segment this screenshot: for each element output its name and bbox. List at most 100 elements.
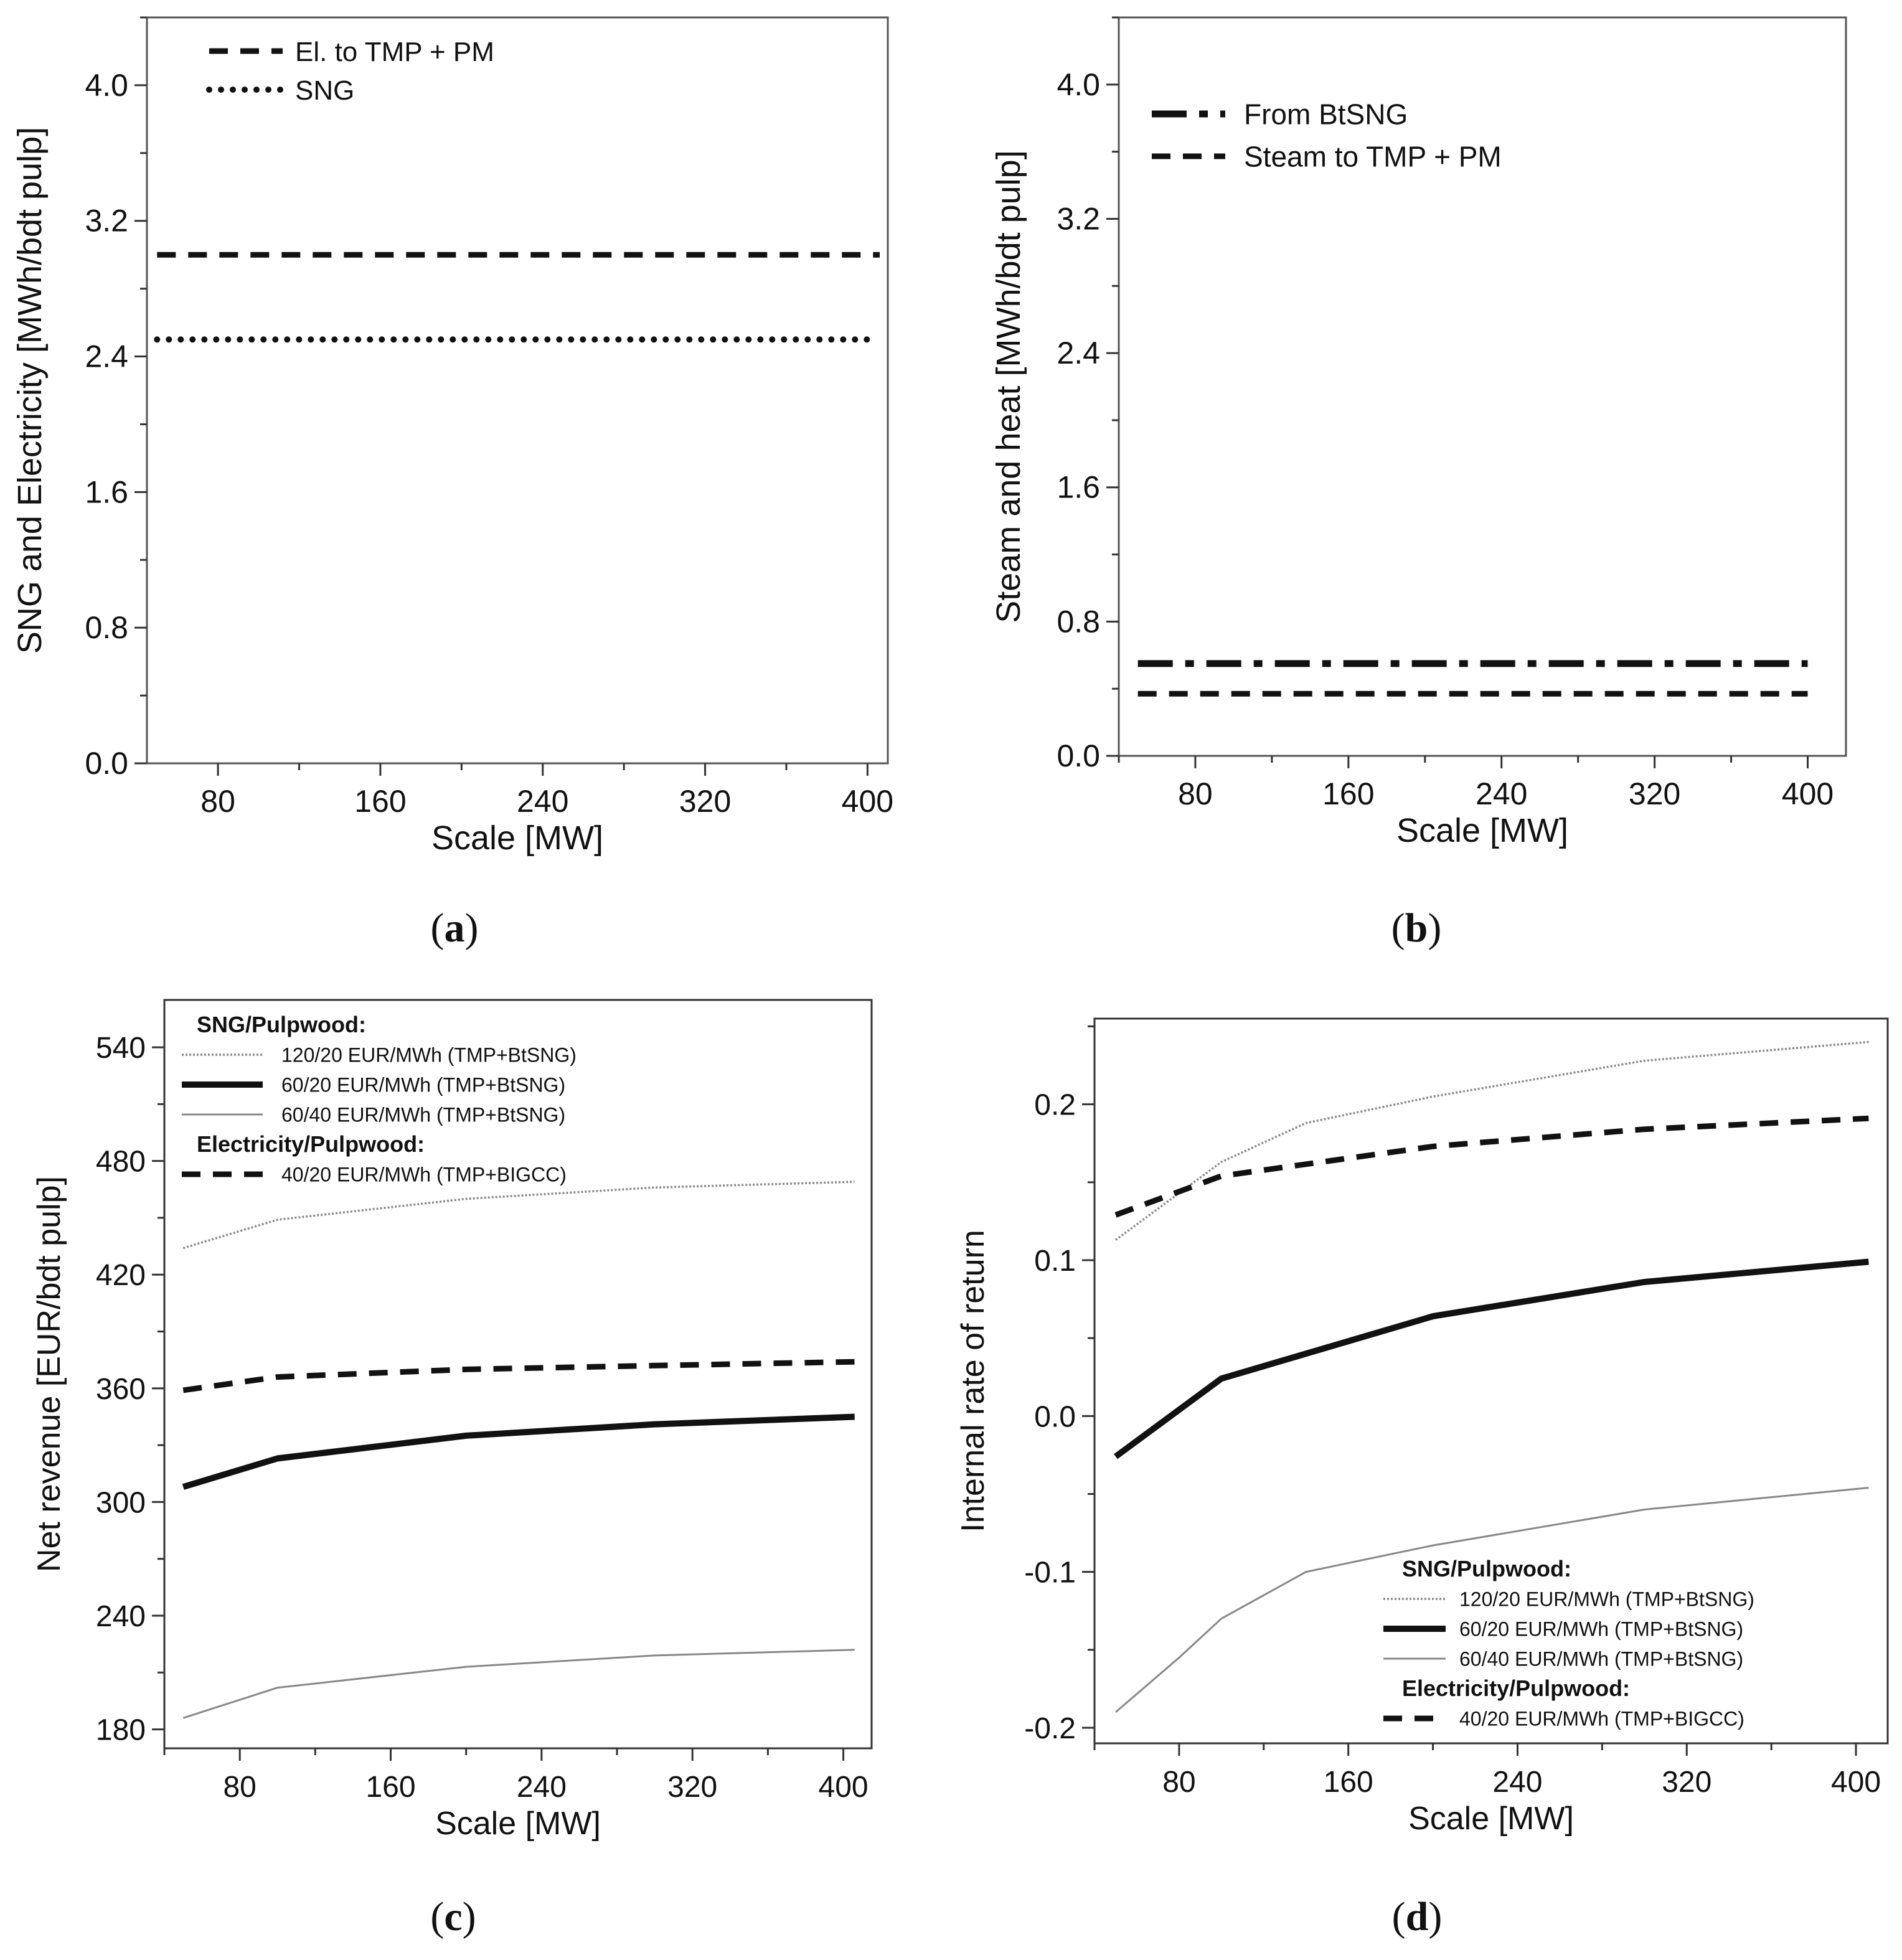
panel-b: 80 160 240 320 400 0.0 0.8 1.6 2.4 3.2 4.0 Scale [M…	[990, 16, 1847, 951]
panel-a-caption: (a)	[431, 905, 479, 951]
panel-a-y-tick-label: 4.0	[85, 68, 128, 103]
panel-b-x-tick-label: 160	[1322, 776, 1374, 811]
panel-a-x-tick-label: 80	[200, 784, 235, 819]
panel-d-series-group	[1114, 1040, 1869, 1713]
panel-b-x-tick-label: 400	[1782, 776, 1834, 811]
panel-c-series-line-4	[182, 1359, 855, 1393]
panel-a-legend: El. to TMP + PM SNG	[206, 37, 494, 106]
panel-b-x-tick-label: 80	[1178, 776, 1213, 811]
panel-d-caption-close-paren: )	[1428, 1894, 1442, 1939]
panel-c-legend-label: 60/40 EUR/MWh (TMP+BtSNG)	[281, 1104, 565, 1126]
panel-d-series-line-2	[1114, 1258, 1869, 1459]
panel-b-y-tick-label: 1.6	[1057, 470, 1100, 505]
panel-a-caption-close-paren: )	[465, 905, 479, 951]
panel-a-x-tick-label: 160	[354, 784, 406, 819]
panel-d-legend: SNG/Pulpwood: 120/20 EUR/MWh (TMP+BtSNG) 6…	[1383, 1556, 1754, 1730]
panel-c-legend-group-title: SNG/Pulpwood:	[197, 1012, 366, 1037]
panel-c-legend-label: 120/20 EUR/MWh (TMP+BtSNG)	[281, 1044, 577, 1067]
panel-b-y-tick-label: 3.2	[1057, 201, 1100, 236]
panel-c-y-tick-label: 360	[96, 1373, 146, 1406]
panel-d-x-tick-label: 160	[1324, 1766, 1373, 1799]
panel-d-plot-frame	[1093, 1017, 1889, 1745]
panel-d-x-tick-label: 240	[1492, 1766, 1542, 1799]
panel-c-series-line-2	[182, 1413, 855, 1490]
panel-a-y-tick-label: 2.4	[85, 339, 128, 374]
panel-a-plot-frame	[146, 16, 889, 765]
panel-b-series-group	[1137, 660, 1808, 697]
panel-b-caption-open-paren: (	[1391, 905, 1405, 951]
panel-b-x-tick-label: 320	[1629, 776, 1680, 811]
panel-c-legend-label: 60/20 EUR/MWh (TMP+BtSNG)	[281, 1074, 565, 1096]
panel-c-x-tick-label: 80	[223, 1771, 256, 1804]
panel-c-x-tick-label: 320	[667, 1771, 717, 1804]
panel-c: 80 160 240 320 400 180 240 300 360 420 480 540 Scale…	[31, 999, 873, 1939]
panel-c-plot-frame	[163, 999, 873, 1750]
panel-d-caption-letter: d	[1406, 1894, 1429, 1939]
panel-d-legend-label: 60/40 EUR/MWh (TMP+BtSNG)	[1459, 1648, 1743, 1670]
panel-d-y-axis-label: Internal rate of return	[955, 1230, 991, 1532]
panel-b-legend-label: From BtSNG	[1244, 98, 1408, 131]
panel-a-x-tick-label: 320	[679, 784, 731, 819]
panel-c-x-tick-label: 400	[819, 1771, 869, 1804]
panel-c-y-tick-label: 480	[96, 1146, 146, 1179]
panel-a-y-tick-label: 3.2	[85, 204, 128, 238]
panel-d-x-tick-label: 80	[1162, 1766, 1195, 1799]
panel-d-legend-label: 60/20 EUR/MWh (TMP+BtSNG)	[1459, 1618, 1743, 1641]
panel-c-series-line-3	[182, 1649, 855, 1719]
panel-d-x-tick-label: 400	[1831, 1766, 1881, 1799]
panel-d-y-tick-label: 0.0	[1034, 1400, 1076, 1433]
panel-a-x-tick-label: 240	[517, 784, 568, 819]
panel-c-series-group	[182, 1180, 855, 1719]
panel-b-y-tick-label: 2.4	[1057, 336, 1100, 370]
panel-b-caption-letter: b	[1405, 905, 1428, 951]
panel-d-caption-open-paren: (	[1392, 1894, 1406, 1939]
panel-b-legend: From BtSNG Steam to TMP + PM	[1152, 98, 1502, 173]
panel-c-series-line-1	[182, 1180, 855, 1250]
panel-d-series-line-1	[1114, 1040, 1869, 1241]
panel-b-y-axis-label: Steam and heat [MWh/bdt pulp]	[990, 150, 1027, 623]
panel-c-legend-group-title: Electricity/Pulpwood:	[197, 1131, 425, 1157]
panel-b-legend-label: Steam to TMP + PM	[1244, 141, 1502, 173]
panel-b-y-tick-label: 0.0	[1057, 738, 1100, 773]
panel-d-y-tick-label: 0.2	[1034, 1089, 1076, 1122]
panel-a-x-axis-label: Scale [MW]	[431, 819, 603, 857]
panel-d-series-line-4	[1114, 1115, 1869, 1218]
panel-b-plot-frame	[1118, 16, 1847, 757]
panel-c-legend: SNG/Pulpwood: 120/20 EUR/MWh (TMP+BtSNG) 6…	[182, 1012, 577, 1186]
panel-a-y-tick-label: 0.8	[85, 610, 128, 645]
panel-d-caption: (d)	[1392, 1894, 1443, 1939]
panel-c-legend-label: 40/20 EUR/MWh (TMP+BIGCC)	[281, 1164, 567, 1186]
panel-d-x-axis-label: Scale [MW]	[1408, 1801, 1574, 1837]
panel-d-y-tick-label: -0.1	[1024, 1557, 1076, 1590]
panel-b-caption-close-paren: )	[1428, 905, 1441, 951]
panel-d-legend-label: 40/20 EUR/MWh (TMP+BIGCC)	[1459, 1708, 1744, 1730]
panel-a-x-tick-label: 400	[842, 784, 893, 819]
panel-c-y-tick-label: 540	[96, 1032, 146, 1065]
panel-c-y-axis-label: Net revenue [EUR/bdt pulp]	[31, 1176, 67, 1572]
panel-a-caption-letter: a	[445, 905, 465, 951]
panel-b-caption: (b)	[1391, 905, 1442, 951]
panel-c-caption-letter: c	[444, 1894, 462, 1939]
panel-b-y-tick-label: 4.0	[1057, 67, 1100, 102]
panel-c-x-tick-label: 160	[365, 1771, 415, 1804]
panel-a-y-axis-label: SNG and Electricity [MWh/bdt pulp]	[11, 127, 49, 654]
panel-d-y-tick-label: 0.1	[1034, 1245, 1076, 1278]
panel-d: 80 160 240 320 400 -0.2 -0.1 0.0 0.1 0.2 Scale [MW…	[955, 1017, 1889, 1939]
panel-a-legend-label: El. to TMP + PM	[295, 37, 494, 67]
panel-c-y-tick-label: 300	[96, 1486, 146, 1519]
panel-a-legend-label: SNG	[295, 75, 354, 106]
panel-d-legend-label: 120/20 EUR/MWh (TMP+BtSNG)	[1459, 1588, 1754, 1611]
panel-c-y-tick-label: 420	[96, 1259, 146, 1292]
panel-b-x-axis-label: Scale [MW]	[1396, 812, 1568, 849]
panel-c-y-tick-label: 240	[96, 1600, 146, 1633]
panel-b-x-tick-label: 240	[1476, 776, 1527, 811]
panel-c-y-tick-label: 180	[96, 1714, 146, 1747]
panel-a-caption-open-paren: (	[431, 905, 445, 951]
panel-d-legend-group-title: Electricity/Pulpwood:	[1402, 1675, 1630, 1701]
panel-c-caption-open-paren: (	[430, 1894, 444, 1939]
panel-d-series-line-3	[1115, 1487, 1869, 1713]
panel-a-y-tick-label: 1.6	[85, 474, 128, 509]
panel-a-series-group	[154, 252, 880, 343]
panel-c-caption-close-paren: )	[463, 1894, 476, 1939]
